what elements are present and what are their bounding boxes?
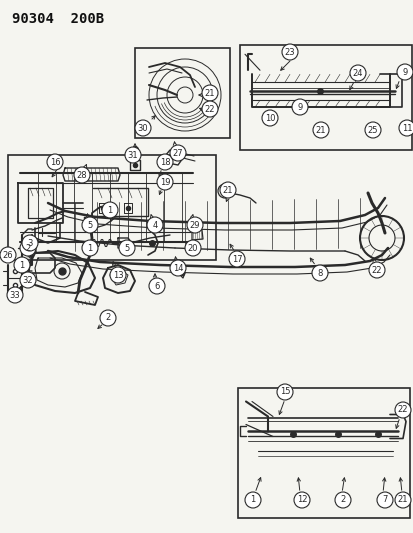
Circle shape (47, 154, 63, 170)
Circle shape (368, 262, 384, 278)
Circle shape (119, 240, 135, 256)
Text: 6: 6 (154, 281, 159, 290)
Circle shape (261, 110, 277, 126)
Circle shape (293, 492, 309, 508)
Text: 5: 5 (124, 244, 129, 253)
Text: 1: 1 (250, 496, 255, 505)
Circle shape (22, 235, 38, 251)
Text: 1: 1 (19, 261, 24, 270)
Text: 26: 26 (2, 251, 13, 260)
Circle shape (398, 120, 413, 136)
Circle shape (244, 492, 260, 508)
Text: 32: 32 (23, 276, 33, 285)
Circle shape (74, 167, 90, 183)
Circle shape (394, 492, 410, 508)
Text: 90304  200B: 90304 200B (12, 12, 104, 26)
Text: 21: 21 (204, 88, 215, 98)
Text: 29: 29 (189, 221, 200, 230)
Circle shape (149, 278, 165, 294)
Text: 30: 30 (138, 124, 148, 133)
Text: 1: 1 (87, 244, 93, 253)
Text: 20: 20 (188, 244, 198, 253)
Circle shape (170, 145, 185, 161)
Circle shape (20, 272, 36, 288)
Text: 7: 7 (381, 496, 387, 505)
Bar (240, 45, 411, 150)
Text: 24: 24 (352, 69, 362, 77)
Circle shape (170, 260, 185, 276)
Circle shape (157, 174, 173, 190)
Bar (237, 388, 409, 518)
Circle shape (135, 120, 151, 136)
Circle shape (394, 402, 410, 418)
Text: 2: 2 (25, 244, 31, 253)
Text: 27: 27 (172, 149, 183, 157)
Text: 5: 5 (87, 221, 93, 230)
Circle shape (228, 251, 244, 267)
Bar (135, 48, 230, 138)
Circle shape (20, 240, 36, 256)
Circle shape (312, 122, 328, 138)
Circle shape (202, 85, 218, 101)
Text: 22: 22 (371, 265, 381, 274)
Circle shape (396, 64, 412, 80)
Circle shape (311, 265, 327, 281)
Text: 17: 17 (231, 254, 242, 263)
Text: 9: 9 (297, 102, 302, 111)
Text: 15: 15 (279, 387, 290, 397)
Text: 16: 16 (50, 157, 60, 166)
Text: 13: 13 (112, 271, 123, 279)
Circle shape (364, 122, 380, 138)
Text: 12: 12 (296, 496, 306, 505)
Circle shape (125, 147, 141, 163)
Circle shape (82, 240, 98, 256)
Text: 3: 3 (27, 238, 33, 247)
Circle shape (147, 217, 163, 233)
Circle shape (334, 492, 350, 508)
Circle shape (14, 257, 30, 273)
Circle shape (219, 182, 235, 198)
Text: 25: 25 (367, 125, 377, 134)
Text: 2: 2 (339, 496, 345, 505)
Circle shape (185, 240, 201, 256)
Text: 14: 14 (172, 263, 183, 272)
Text: 19: 19 (159, 177, 170, 187)
Circle shape (82, 217, 98, 233)
Text: 8: 8 (316, 269, 322, 278)
Circle shape (157, 154, 173, 170)
Circle shape (7, 287, 23, 303)
Circle shape (100, 310, 116, 326)
Text: 18: 18 (159, 157, 170, 166)
Circle shape (349, 65, 365, 81)
Circle shape (0, 247, 16, 263)
Text: 28: 28 (76, 171, 87, 180)
Text: 22: 22 (204, 104, 215, 114)
Circle shape (102, 202, 118, 218)
Circle shape (110, 267, 126, 283)
Text: 11: 11 (401, 124, 411, 133)
Circle shape (376, 492, 392, 508)
Text: 21: 21 (397, 496, 407, 505)
Text: 21: 21 (315, 125, 325, 134)
Text: 9: 9 (401, 68, 407, 77)
Circle shape (291, 99, 307, 115)
Bar (8, 155, 216, 260)
Circle shape (202, 101, 218, 117)
Text: 10: 10 (264, 114, 275, 123)
Text: 23: 23 (284, 47, 294, 56)
Circle shape (281, 44, 297, 60)
Text: 1: 1 (107, 206, 112, 214)
Text: 31: 31 (127, 150, 138, 159)
Text: 33: 33 (9, 290, 20, 300)
Text: 2: 2 (105, 313, 110, 322)
Text: 21: 21 (222, 185, 233, 195)
Text: 22: 22 (397, 406, 407, 415)
Circle shape (276, 384, 292, 400)
Text: 4: 4 (152, 221, 157, 230)
Circle shape (187, 217, 202, 233)
